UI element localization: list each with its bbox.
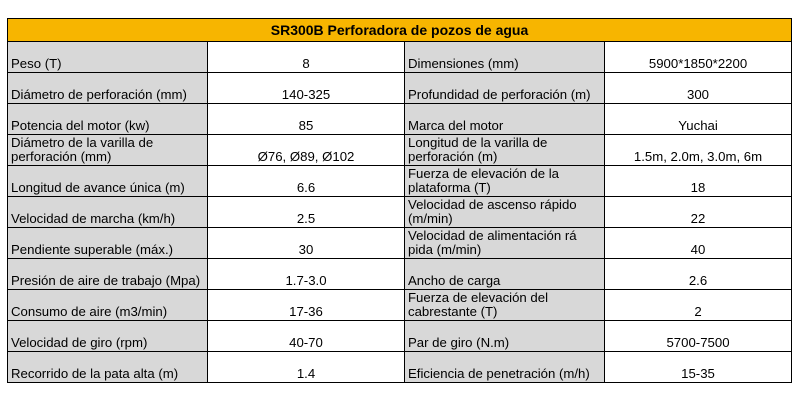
spec-label: Recorrido de la pata alta (m): [7, 351, 208, 383]
spec-value: 1.4: [207, 351, 405, 383]
spec-value: Yuchai: [603, 103, 793, 135]
spec-label: Fuerza de elevación de la plataforma (T): [404, 165, 605, 197]
spec-label: Velocidad de giro (rpm): [7, 320, 208, 352]
spec-label: Presión de aire de trabajo (Mpa): [7, 258, 208, 290]
spec-value: 140-325: [207, 72, 405, 104]
spec-value: 2.6: [603, 258, 793, 290]
spec-label: Dimensiones (mm): [404, 41, 605, 73]
spec-value: 1.5m, 2.0m, 3.0m, 6m: [603, 134, 793, 166]
spec-value: 8: [207, 41, 405, 73]
table-row: Peso (T) 8 Dimensiones (mm) 5900*1850*2200: [7, 41, 793, 73]
spec-label: Consumo de aire (m3/min): [7, 289, 208, 321]
spec-value: 2.5: [207, 196, 405, 228]
table-title: SR300B Perforadora de pozos de agua: [6, 18, 793, 42]
spec-value: 22: [603, 196, 793, 228]
spec-label: Velocidad de ascenso rápido (m/min): [404, 196, 605, 228]
spec-value: 40: [603, 227, 793, 259]
spec-label: Ancho de carga: [404, 258, 605, 290]
spec-label: Velocidad de alimentación rá pida (m/min…: [404, 227, 605, 259]
spec-value: 15-35: [603, 351, 793, 383]
table-row: Longitud de avance única (m) 6.6 Fuerza de…: [7, 165, 793, 197]
spec-label: Fuerza de elevación del cabrestante (T): [404, 289, 605, 321]
spec-value: 85: [207, 103, 405, 135]
spec-label: Par de giro (N.m): [404, 320, 605, 352]
spec-table: SR300B Perforadora de pozos de agua Peso…: [6, 18, 793, 383]
spec-value: 17-36: [207, 289, 405, 321]
spec-label: Marca del motor: [404, 103, 605, 135]
table-row: Presión de aire de trabajo (Mpa) 1.7-3.0 A…: [7, 258, 793, 290]
spec-value: 30: [207, 227, 405, 259]
table-row: Diámetro de la varilla de perforación (m…: [7, 134, 793, 166]
table-row: Recorrido de la pata alta (m) 1.4 Eficienc…: [7, 351, 793, 383]
spec-value: 300: [603, 72, 793, 104]
spec-value: 5900*1850*2200: [603, 41, 793, 73]
spec-label: Peso (T): [7, 41, 208, 73]
spec-table-container: SR300B Perforadora de pozos de agua Peso…: [6, 18, 793, 383]
spec-value: 40-70: [207, 320, 405, 352]
table-row: Diámetro de perforación (mm) 140-325 Profu…: [7, 72, 793, 104]
spec-value: Ø76, Ø89, Ø102: [207, 134, 405, 166]
spec-label: Potencia del motor (kw): [7, 103, 208, 135]
spec-label: Velocidad de marcha (km/h): [7, 196, 208, 228]
spec-value: 5700-7500: [603, 320, 793, 352]
spec-value: 2: [603, 289, 793, 321]
spec-value: 6.6: [207, 165, 405, 197]
table-row: Velocidad de marcha (km/h) 2.5 Velocidad d…: [7, 196, 793, 228]
spec-value: 18: [603, 165, 793, 197]
table-row: Potencia del motor (kw) 85 Marca del motor…: [7, 103, 793, 135]
table-row: Velocidad de giro (rpm) 40-70 Par de giro …: [7, 320, 793, 352]
spec-label: Eficiencia de penetración (m/h): [404, 351, 605, 383]
spec-label: Diámetro de la varilla de perforación (m…: [7, 134, 208, 166]
spec-label: Longitud de la varilla de perforación (m…: [404, 134, 605, 166]
spec-value: 1.7-3.0: [207, 258, 405, 290]
table-row: Consumo de aire (m3/min) 17-36 Fuerza de e…: [7, 289, 793, 321]
spec-label: Diámetro de perforación (mm): [7, 72, 208, 104]
spec-label: Profundidad de perforación (m): [404, 72, 605, 104]
table-row: Pendiente superable (máx.) 30 Velocidad de…: [7, 227, 793, 259]
spec-label: Pendiente superable (máx.): [7, 227, 208, 259]
spec-label: Longitud de avance única (m): [7, 165, 208, 197]
